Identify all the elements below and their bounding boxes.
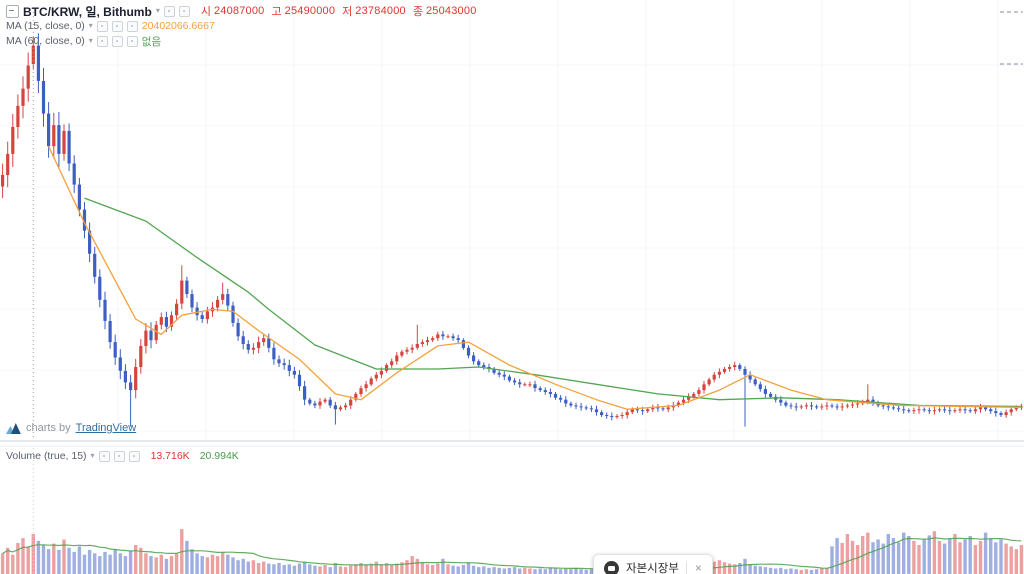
volume-label: Volume (true, 15) (6, 450, 87, 462)
chevron-down-icon[interactable]: ▾ (88, 36, 93, 45)
volume-ma-value: 20.994K (199, 450, 239, 462)
tradingview-attribution: charts by TradingView (6, 422, 136, 434)
symbol-eye-icon[interactable] (163, 5, 175, 17)
speech-bubble-icon (604, 560, 619, 574)
collapse-panel-icon[interactable] (6, 4, 19, 18)
symbol-title[interactable]: BTC/KRW, 일, Bithumb (23, 4, 152, 19)
ma60-settings-icon[interactable] (111, 35, 123, 47)
close-label: 종 (412, 6, 423, 18)
chart-legend: BTC/KRW, 일, Bithumb ▾ 시 24087000 고 25490… (6, 4, 477, 49)
ma15-delete-icon[interactable] (126, 20, 138, 32)
chat-divider (685, 561, 687, 574)
volume-value: 13.716K (150, 450, 190, 462)
volume-eye-icon[interactable] (98, 450, 110, 462)
open-label: 시 (200, 6, 211, 18)
low-value: 23784000 (355, 5, 406, 17)
chevron-down-icon[interactable]: ▾ (90, 451, 95, 460)
ma15-settings-icon[interactable] (111, 20, 123, 32)
ma15-value: 20402066.6667 (141, 20, 215, 32)
symbol-legend-row: BTC/KRW, 일, Bithumb ▾ 시 24087000 고 25490… (6, 3, 477, 19)
ma15-label: MA (15, close, 0) (6, 20, 85, 32)
ma15-eye-icon[interactable] (96, 20, 108, 32)
ohlc-readout: 시 24087000 고 25490000 저 23784000 종 25043… (194, 3, 477, 19)
ma60-delete-icon[interactable] (126, 35, 138, 47)
indicator-row-ma15: MA (15, close, 0) ▾ 20402066.6667 (6, 19, 477, 33)
tradingview-logo-icon (6, 423, 21, 434)
attribution-prefix: charts by (26, 422, 71, 434)
chat-close-icon[interactable]: × (694, 561, 702, 574)
chat-channel-label: 자본시장부 (626, 563, 679, 574)
chevron-down-icon[interactable]: ▾ (155, 6, 160, 15)
close-value: 25043000 (425, 5, 477, 17)
low-label: 저 (342, 6, 353, 18)
tradingview-link[interactable]: TradingView (75, 422, 137, 434)
chevron-down-icon[interactable]: ▾ (88, 21, 93, 30)
ma60-value: 없음 (141, 35, 162, 48)
indicator-row-ma60: MA (60, close, 0) ▾ 없음 (6, 34, 477, 48)
volume-delete-icon[interactable] (128, 450, 140, 462)
symbol-settings-icon[interactable] (178, 5, 190, 17)
ma60-label: MA (60, close, 0) (6, 35, 85, 47)
open-value: 24087000 (213, 5, 265, 17)
volume-settings-icon[interactable] (113, 450, 125, 462)
high-label: 고 (271, 6, 282, 18)
volume-legend: Volume (true, 15) ▾ 13.716K 20.994K (6, 449, 239, 464)
high-value: 25490000 (284, 5, 336, 17)
chat-channel-widget[interactable]: 자본시장부 × (593, 554, 713, 574)
ma60-eye-icon[interactable] (96, 35, 108, 47)
